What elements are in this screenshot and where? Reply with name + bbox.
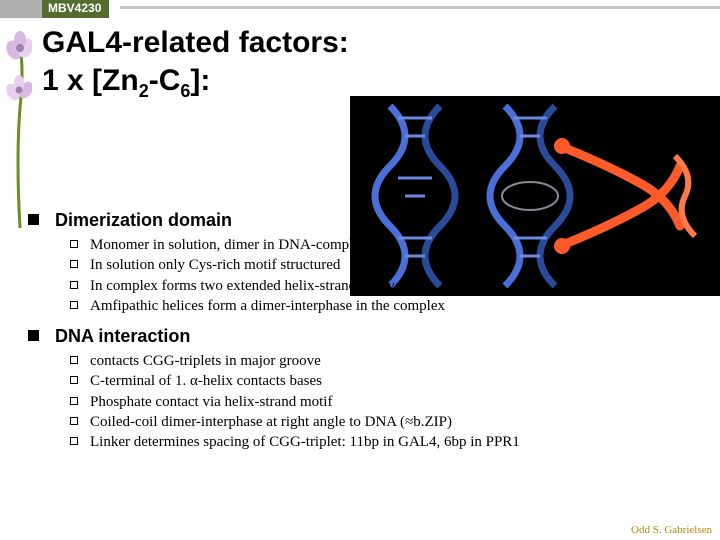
section-1: DNA interaction contacts CGG-triplets in … <box>28 326 708 452</box>
hollow-square-icon <box>70 417 78 425</box>
section-heading: DNA interaction <box>28 326 708 347</box>
list-item-text: Linker determines spacing of CGG-triplet… <box>90 432 520 452</box>
list-item-text: In complex forms two extended helix-stra… <box>90 276 407 296</box>
list-item-text: Monomer in solution, dimer in DNA-comple… <box>90 235 367 255</box>
square-bullet-icon <box>28 214 39 225</box>
list-item: Coiled-coil dimer-interphase at right an… <box>70 412 708 432</box>
title-line-2: 1 x [Zn2-C6]: <box>42 62 349 103</box>
list-item: Monomer in solution, dimer in DNA-comple… <box>70 235 708 255</box>
hollow-square-icon <box>70 301 78 309</box>
list-item: In complex forms two extended helix-stra… <box>70 276 708 296</box>
hollow-square-icon <box>70 240 78 248</box>
author-credit: Odd S. Gabrielsen <box>631 524 712 536</box>
list-item-text: In solution only Cys-rich motif structur… <box>90 255 340 275</box>
list-item: Amfipathic helices form a dimer-interpha… <box>70 296 708 316</box>
section-title-text: Dimerization domain <box>55 210 232 231</box>
flower-decor <box>6 18 32 228</box>
hollow-square-icon <box>70 376 78 384</box>
section-title-text: DNA interaction <box>55 326 190 347</box>
section-items: Monomer in solution, dimer in DNA-comple… <box>28 235 708 316</box>
hollow-square-icon <box>70 437 78 445</box>
list-item-text: Phosphate contact via helix-strand motif <box>90 392 332 412</box>
hollow-square-icon <box>70 281 78 289</box>
header-bar-left-grey <box>0 0 42 18</box>
title-line-1: GAL4-related factors: <box>42 24 349 62</box>
list-item-text: Coiled-coil dimer-interphase at right an… <box>90 412 452 432</box>
hollow-square-icon <box>70 260 78 268</box>
hollow-square-icon <box>70 356 78 364</box>
list-item: Phosphate contact via helix-strand motif <box>70 392 708 412</box>
section-items: contacts CGG-triplets in major grooveC-t… <box>28 351 708 452</box>
content-area: Dimerization domain Monomer in solution, … <box>28 210 708 462</box>
list-item-text: contacts CGG-triplets in major groove <box>90 351 321 371</box>
list-item-text: C-terminal of 1. α-helix contacts bases <box>90 371 322 391</box>
list-item: Linker determines spacing of CGG-triplet… <box>70 432 708 452</box>
list-item: contacts CGG-triplets in major groove <box>70 351 708 371</box>
list-item: C-terminal of 1. α-helix contacts bases <box>70 371 708 391</box>
hollow-square-icon <box>70 397 78 405</box>
section-heading: Dimerization domain <box>28 210 708 231</box>
slide-title: GAL4-related factors: 1 x [Zn2-C6]: <box>42 24 349 102</box>
course-code-badge: MBV4230 <box>42 0 109 18</box>
section-0: Dimerization domain Monomer in solution, … <box>28 210 708 316</box>
header-bar: MBV4230 <box>0 0 720 18</box>
square-bullet-icon <box>28 330 39 341</box>
list-item-text: Amfipathic helices form a dimer-interpha… <box>90 296 445 316</box>
list-item: In solution only Cys-rich motif structur… <box>70 255 708 275</box>
header-bar-right-grey <box>120 6 720 9</box>
